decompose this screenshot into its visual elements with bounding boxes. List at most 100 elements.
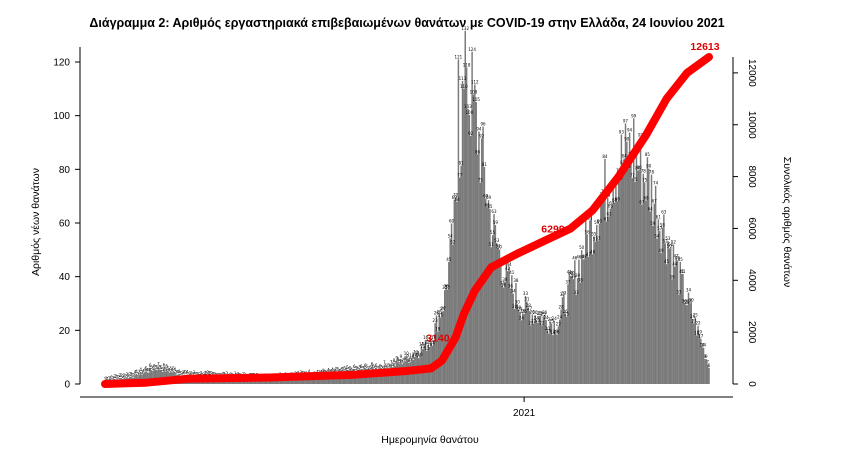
daily-deaths-value-label: 5 <box>169 366 172 371</box>
daily-deaths-value-label: 30 <box>683 300 689 305</box>
daily-deaths-value-label: 92 <box>638 132 644 137</box>
daily-deaths-value-label: 78 <box>641 169 647 174</box>
daily-deaths-value-label: 46 <box>580 254 586 259</box>
daily-deaths-bar <box>461 80 464 384</box>
daily-deaths-bar <box>157 366 160 384</box>
daily-deaths-value-label: 53 <box>494 238 500 243</box>
daily-deaths-value-label: 1 <box>105 376 108 381</box>
daily-deaths-value-label: 5 <box>172 366 175 371</box>
daily-deaths-value-label: 92 <box>479 133 485 138</box>
daily-deaths-value-label: 25 <box>537 311 543 316</box>
daily-deaths-bar <box>664 243 666 384</box>
daily-deaths-value-label: 5 <box>349 365 352 370</box>
daily-deaths-value-label: 31 <box>524 297 530 302</box>
x-tick-label: 2021 <box>513 408 536 419</box>
daily-deaths-bar <box>376 370 379 384</box>
daily-deaths-value-label: 33 <box>561 291 567 296</box>
daily-deaths-value-label: 40 <box>568 271 574 276</box>
daily-deaths-bar <box>623 158 625 384</box>
daily-deaths-value-label: 2 <box>122 374 125 379</box>
daily-deaths-bar <box>571 275 573 384</box>
daily-deaths-value-label: 46 <box>576 255 582 260</box>
daily-deaths-bar <box>597 240 599 384</box>
daily-deaths-value-label: 12 <box>424 346 430 351</box>
daily-deaths-bar <box>561 297 564 384</box>
daily-deaths-value-label: 81 <box>482 162 488 167</box>
daily-deaths-value-label: 4 <box>308 369 311 374</box>
daily-deaths-value-label: 41 <box>567 270 573 275</box>
daily-deaths-bar <box>282 378 284 384</box>
daily-deaths-value-label: 4 <box>339 368 342 373</box>
y2-tick-label: 2000 <box>746 321 757 344</box>
daily-deaths-bar <box>697 325 699 384</box>
daily-deaths-bar <box>613 202 616 384</box>
daily-deaths-value-label: 14 <box>700 342 706 347</box>
daily-deaths-value-label: 3 <box>195 371 198 376</box>
daily-deaths-value-label: 75 <box>478 178 484 183</box>
daily-deaths-bar <box>668 248 671 384</box>
daily-deaths-value-label: 6 <box>391 362 394 367</box>
daily-deaths-value-label: 25 <box>564 312 570 317</box>
daily-deaths-value-label: 14 <box>427 342 433 347</box>
daily-deaths-value-label: 3 <box>137 371 140 376</box>
daily-deaths-value-label: 75 <box>642 177 648 182</box>
daily-deaths-bar <box>149 367 151 384</box>
daily-deaths-bar <box>165 368 168 384</box>
daily-deaths-bar <box>667 241 669 384</box>
daily-deaths-value-label: 85 <box>645 152 651 157</box>
daily-deaths-value-label: 68 <box>612 198 618 203</box>
daily-deaths-value-label: 39 <box>669 274 675 279</box>
daily-deaths-value-label: 118 <box>463 62 471 67</box>
daily-deaths-bar <box>474 84 476 385</box>
daily-deaths-bar <box>135 373 138 384</box>
daily-deaths-value-label: 35 <box>445 284 451 289</box>
daily-deaths-value-label: 132 <box>461 26 469 31</box>
daily-deaths-bar <box>156 370 158 384</box>
daily-deaths-bar <box>550 323 553 384</box>
daily-deaths-value-label: 4 <box>134 370 137 375</box>
daily-deaths-bar <box>624 123 627 385</box>
daily-deaths-value-label: 11 <box>413 350 419 355</box>
daily-deaths-value-label: 77 <box>457 173 463 178</box>
daily-deaths-value-label: 97 <box>623 118 629 123</box>
daily-deaths-value-label: 67 <box>639 200 645 205</box>
daily-deaths-bar <box>154 369 157 384</box>
daily-deaths-value-label: 124 <box>468 47 476 52</box>
daily-deaths-value-label: 4 <box>176 370 179 375</box>
daily-deaths-value-label: 4 <box>168 368 171 373</box>
daily-deaths-value-label: 64 <box>648 207 654 212</box>
daily-deaths-value-label: 5 <box>376 366 379 371</box>
daily-deaths-bar <box>552 335 554 384</box>
y2-tick-label: 6000 <box>746 217 757 240</box>
daily-deaths-value-label: 4 <box>174 367 177 372</box>
daily-deaths-bar <box>612 187 614 384</box>
daily-deaths-bar <box>574 260 576 384</box>
daily-deaths-bar <box>476 154 479 384</box>
daily-deaths-bar <box>646 157 649 384</box>
daily-deaths-value-label: 121 <box>455 54 463 59</box>
daily-deaths-value-label: 19 <box>546 329 552 334</box>
daily-deaths-bar <box>548 333 550 384</box>
daily-deaths-bar <box>691 319 694 384</box>
daily-deaths-value-label: 108 <box>470 89 478 94</box>
daily-deaths-value-label: 47 <box>674 253 680 258</box>
daily-deaths-value-label: 44 <box>506 262 512 267</box>
daily-deaths-bar <box>660 253 662 384</box>
daily-deaths-value-label: 5 <box>380 365 383 370</box>
daily-deaths-bar <box>542 316 545 384</box>
daily-deaths-bar <box>568 274 571 384</box>
daily-deaths-bar <box>616 201 619 384</box>
daily-deaths-value-label: 26 <box>434 310 440 315</box>
daily-deaths-value-label: 1 <box>108 376 111 381</box>
daily-deaths-value-label: 2 <box>131 372 134 377</box>
daily-deaths-value-label: 48 <box>590 249 596 254</box>
daily-deaths-value-label: 9 <box>705 354 708 359</box>
daily-deaths-bar <box>517 309 520 384</box>
daily-deaths-bar <box>152 370 154 384</box>
daily-deaths-value-label: 38 <box>513 278 519 283</box>
daily-deaths-bar <box>591 254 594 384</box>
daily-deaths-bar <box>620 134 623 384</box>
daily-deaths-bar <box>596 224 598 384</box>
daily-deaths-value-label: 5 <box>160 365 163 370</box>
daily-deaths-value-label: 75 <box>632 177 638 182</box>
